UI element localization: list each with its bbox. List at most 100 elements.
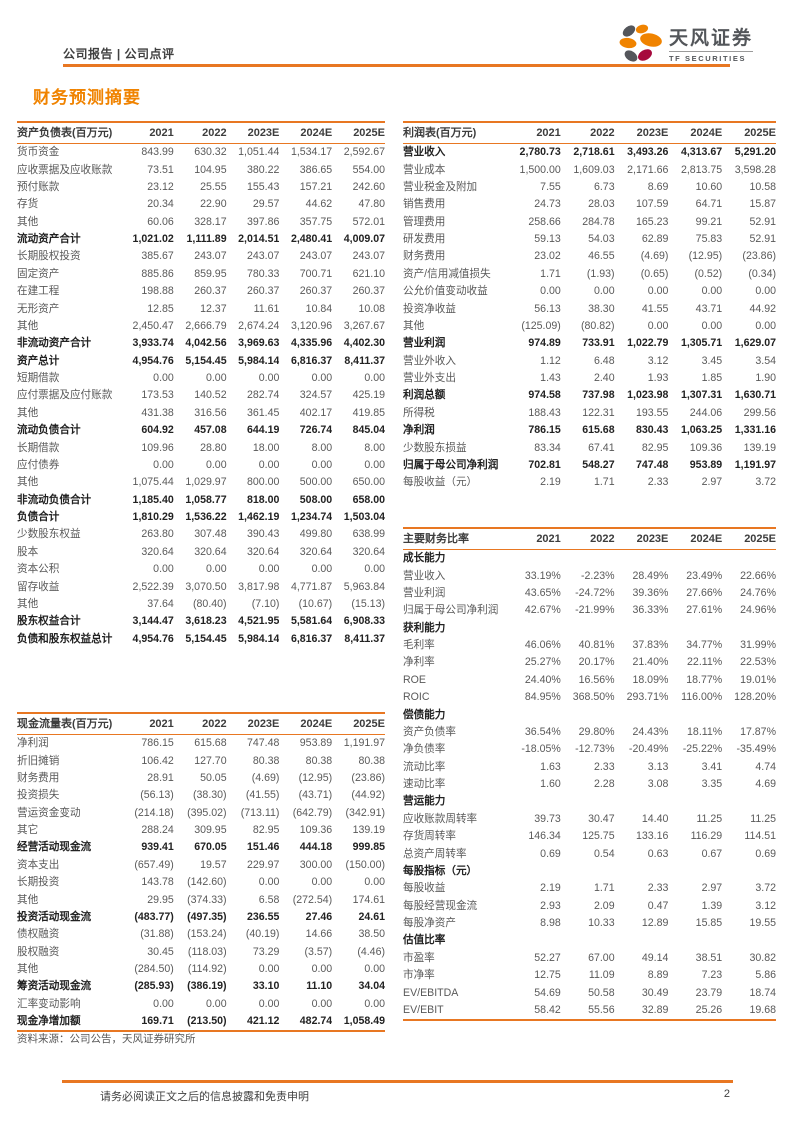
cell-value: 236.55 <box>246 910 280 923</box>
logo-brand-sub: TF SECURITIES <box>669 50 754 63</box>
cell-value: 60.06 <box>147 215 174 228</box>
cell-value: 1,058.49 <box>343 1015 385 1028</box>
cell-value: 3.72 <box>755 476 776 489</box>
cell-value: (10.67) <box>298 597 333 610</box>
cell-value: 830.43 <box>635 424 669 437</box>
cell-value: 10.58 <box>749 180 776 193</box>
cell-value: 18.09% <box>632 673 669 686</box>
cell-value: 11.25 <box>696 812 723 825</box>
row-label: 存货周转率 <box>403 830 456 843</box>
cell-value: 106.42 <box>141 754 174 767</box>
balance-sheet-section: 资产负债表(百万元) 2021 2022 2023E 2024E 2025E 货币资金 843… <box>17 121 385 648</box>
table-header-row: 主要财务比率 2021 2022 2023E 2024E 2025E <box>403 528 776 550</box>
table-row: 营运能力 <box>403 793 776 810</box>
cell-value: 109.36 <box>299 824 333 837</box>
table-row: 经营活动现金流 939.41 670.05 151.46 444.18 999.85 <box>17 839 385 856</box>
cell-value: 4.69 <box>755 778 776 791</box>
table-row: 其他 37.64 (80.40) (7.10) (10.67) (15.13) <box>17 596 385 613</box>
cell-value: 1,305.71 <box>680 337 723 350</box>
cell-value: 0.00 <box>701 319 723 332</box>
row-label: 应收账款周转率 <box>403 812 478 825</box>
cell-value: 0.00 <box>311 372 333 385</box>
cell-value: 1.12 <box>540 354 561 367</box>
source-note: 资料来源：公司公告，天风证券研究所 <box>17 1033 196 1045</box>
cell-value: 0.47 <box>647 899 669 912</box>
cell-value: 1,191.97 <box>343 737 385 750</box>
cell-value: 3,598.28 <box>734 163 776 176</box>
cell-value: 1,029.97 <box>185 476 227 489</box>
cell-value: 5.86 <box>755 969 776 982</box>
cell-value: 0.00 <box>153 458 174 471</box>
row-label: 资本公积 <box>17 563 60 576</box>
cell-value: 28.49% <box>632 569 669 582</box>
cell-value: 242.60 <box>352 180 385 193</box>
row-label: 投资活动现金流 <box>17 910 92 923</box>
cell-value: 328.17 <box>194 215 227 228</box>
cell-value: 482.74 <box>299 1015 333 1028</box>
row-label: 成长能力 <box>403 552 446 565</box>
cell-value: 3,493.26 <box>627 146 669 159</box>
cell-value: 419.85 <box>352 406 385 419</box>
cell-value: 548.27 <box>582 458 615 471</box>
cell-value: 2.19 <box>540 882 561 895</box>
table-row: 归属于母公司净利润 702.81 548.27 747.48 953.89 1,191.9… <box>403 457 776 474</box>
cell-value: (4.69) <box>640 250 669 263</box>
cell-value: 8.00 <box>311 441 333 454</box>
column-header: 2025E <box>353 127 385 139</box>
cell-value: 0.00 <box>258 997 280 1010</box>
cell-value: 243.07 <box>352 250 385 263</box>
row-label: 少数股东权益 <box>17 528 81 541</box>
cell-value: -18.05% <box>521 743 561 756</box>
cell-value: 33.19% <box>524 569 561 582</box>
table-row: 应付债券 0.00 0.00 0.00 0.00 0.00 <box>17 457 385 474</box>
cell-value: 12.89 <box>641 917 669 930</box>
row-label: 归属于母公司净利润 <box>403 458 499 471</box>
table-row: 预付账款 23.12 25.55 155.43 157.21 242.60 <box>17 179 385 196</box>
logo-petals-icon <box>619 24 662 62</box>
cell-value: (23.86) <box>742 250 776 263</box>
cell-value: 380.22 <box>246 163 280 176</box>
row-label: 在建工程 <box>17 285 60 298</box>
cell-value: 18.11% <box>687 725 723 738</box>
table-row: 投资损失 (56.13) (38.30) (41.55) (43.71) (44.92) <box>17 787 385 804</box>
cell-value: 3.54 <box>755 354 776 367</box>
cell-value: -21.99% <box>575 604 615 617</box>
cell-value: 27.46 <box>305 910 333 923</box>
cell-value: 4,954.76 <box>132 354 174 367</box>
table-row: 每股净资产 8.98 10.33 12.89 15.85 19.55 <box>403 915 776 932</box>
cell-value: (44.92) <box>351 789 385 802</box>
row-label: 毛利率 <box>403 639 435 652</box>
cell-value <box>722 793 776 810</box>
cell-value: 3,933.74 <box>132 337 174 350</box>
cell-value: 397.86 <box>246 215 280 228</box>
cell-value: 30.49 <box>641 986 669 999</box>
cell-value: 104.95 <box>194 163 227 176</box>
cell-value: 11.10 <box>306 980 333 993</box>
cell-value: 3,618.23 <box>185 615 227 628</box>
cell-value: (31.88) <box>140 928 174 941</box>
cell-value: 702.81 <box>528 458 561 471</box>
row-label: 流动负债合计 <box>17 424 81 437</box>
table-row: 资本公积 0.00 0.00 0.00 0.00 0.00 <box>17 561 385 578</box>
breadcrumb: 公司报告 | 公司点评 <box>63 47 175 61</box>
cell-value: 0.00 <box>153 372 174 385</box>
cell-value: 56.13 <box>534 302 561 315</box>
cell-value: 0.69 <box>755 847 776 860</box>
cell-value: 18.00 <box>252 441 280 454</box>
cell-value: 188.43 <box>528 406 561 419</box>
cell-value: 733.91 <box>582 337 615 350</box>
row-label: 其他 <box>17 215 39 228</box>
cell-value: 64.71 <box>695 198 723 211</box>
row-label: 营业利润 <box>403 337 446 350</box>
cell-value: 155.43 <box>246 180 280 193</box>
cell-value: 0.00 <box>205 458 227 471</box>
cell-value: 1,503.04 <box>343 511 385 524</box>
cell-value: 16.56% <box>578 673 615 686</box>
cell-value: 38.30 <box>588 302 615 315</box>
cell-value: 1,063.25 <box>680 424 723 437</box>
cell-value: 1,111.89 <box>186 233 227 246</box>
cell-value: 2,014.51 <box>238 233 280 246</box>
table-row: 存货 20.34 22.90 29.57 44.62 47.80 <box>17 196 385 213</box>
cell-value: -25.22% <box>682 743 723 756</box>
cell-value: 47.80 <box>358 198 385 211</box>
